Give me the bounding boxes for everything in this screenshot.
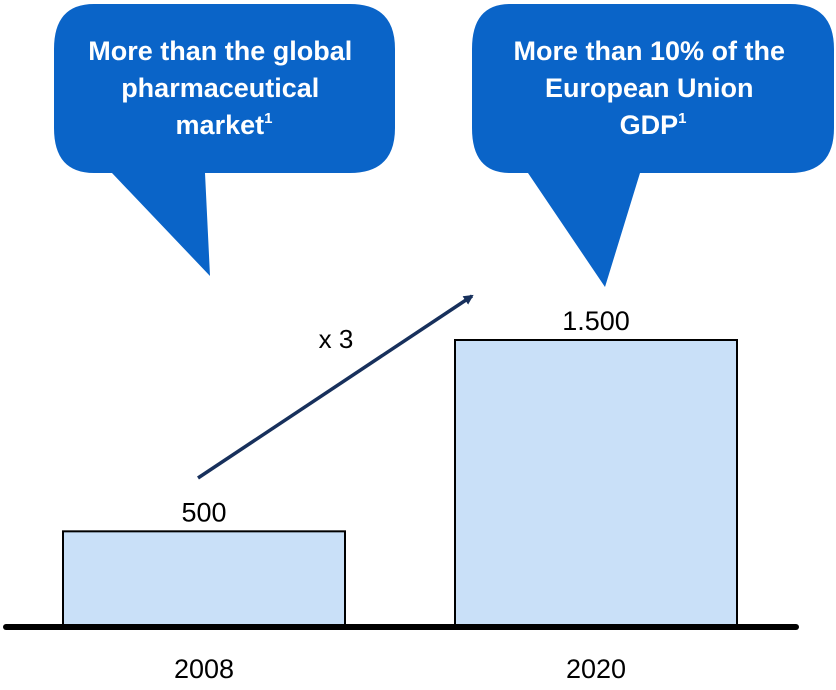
bubble-line: European Union (545, 73, 754, 103)
annotation-bubble-market: More than the global pharmaceutical mark… (54, 4, 395, 276)
bubble-line: More than 10% of the (513, 36, 785, 66)
bar-2008 (62, 530, 346, 628)
bubble-text-gdp: More than 10% of the European Union GDP1 (513, 36, 792, 140)
footnote-marker: 1 (678, 110, 686, 127)
growth-multiplier-label: x 3 (319, 324, 354, 354)
bubble-line: pharmaceutical (121, 73, 319, 103)
bubble-shape-market (54, 4, 395, 276)
bubble-line: GDP (620, 110, 679, 140)
category-label-2008: 2008 (174, 654, 234, 684)
data-label-2008: 500 (181, 497, 226, 527)
bubble-line: market (176, 110, 265, 140)
bubble-text-market: More than the global pharmaceutical mark… (88, 36, 360, 140)
footnote-marker: 1 (264, 110, 272, 127)
plot-area: 500 2008 1.500 2020 (62, 306, 738, 684)
category-label-2020: 2020 (566, 654, 626, 684)
growth-arrow (197, 294, 474, 480)
annotation-bubble-gdp: More than 10% of the European Union GDP1 (472, 4, 834, 287)
bubble-shape-gdp (472, 4, 834, 287)
bar-2020 (454, 339, 738, 628)
bubble-line: More than the global (88, 36, 352, 66)
data-label-2020: 1.500 (562, 306, 630, 336)
